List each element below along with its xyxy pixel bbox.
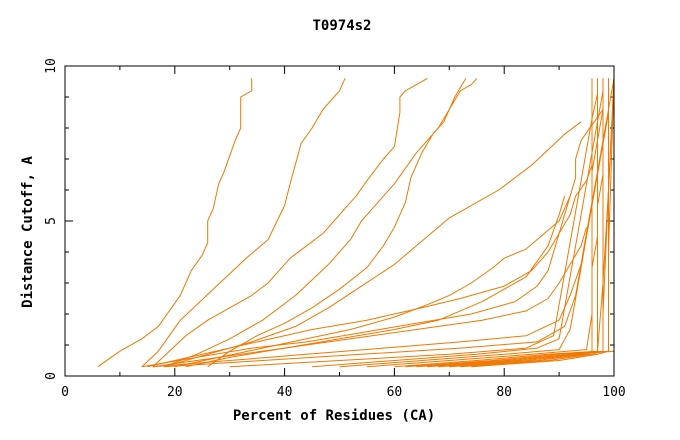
x-axis-label: Percent of Residues (CA) — [233, 408, 435, 424]
series-line-model-17 — [366, 78, 609, 368]
x-tick-label-0: 0 — [61, 385, 69, 400]
y-tick-label-10: 10 — [44, 58, 59, 74]
series-line-model-25 — [471, 78, 615, 368]
series-line-model-9 — [147, 165, 593, 368]
series-line-model-10 — [152, 227, 587, 368]
series-line-model-12 — [152, 109, 604, 368]
ticks-layer — [64, 65, 615, 377]
series-layer — [97, 77, 615, 368]
y-tick-label-0: 0 — [44, 372, 59, 380]
series-line-model-24 — [460, 78, 615, 368]
series-line-model-15 — [312, 78, 604, 368]
series-line-model-16 — [339, 78, 609, 368]
series-line-model-21 — [427, 78, 615, 368]
x-tick-label-80: 80 — [496, 385, 512, 400]
series-line-model-3 — [152, 77, 428, 368]
y-axis-label: Distance Cutoff, A — [20, 156, 36, 308]
chart-title: T0974s2 — [312, 18, 371, 34]
series-line-model-2 — [141, 78, 346, 368]
series-line-model-7 — [174, 195, 571, 368]
series-line-model-8 — [185, 196, 566, 368]
series-line-model-1 — [97, 78, 253, 368]
x-tick-label-100: 100 — [602, 385, 625, 400]
x-tick-label-60: 60 — [387, 385, 403, 400]
series-line-model-13 — [163, 78, 615, 368]
series-line-model-22 — [438, 78, 593, 368]
y-tick-label-5: 5 — [44, 217, 59, 225]
series-line-model-18 — [394, 78, 598, 368]
series-line-model-5 — [163, 78, 478, 368]
series-line-model-14 — [229, 78, 598, 368]
x-tick-label-20: 20 — [167, 385, 183, 400]
plot-frame — [64, 65, 615, 377]
series-line-model-4 — [207, 78, 467, 368]
series-line-model-6 — [163, 121, 582, 368]
tick-labels-layer: 0 20 40 60 80 100 0 5 10 — [44, 58, 626, 400]
series-line-model-11 — [141, 109, 604, 368]
x-tick-label-40: 40 — [277, 385, 293, 400]
